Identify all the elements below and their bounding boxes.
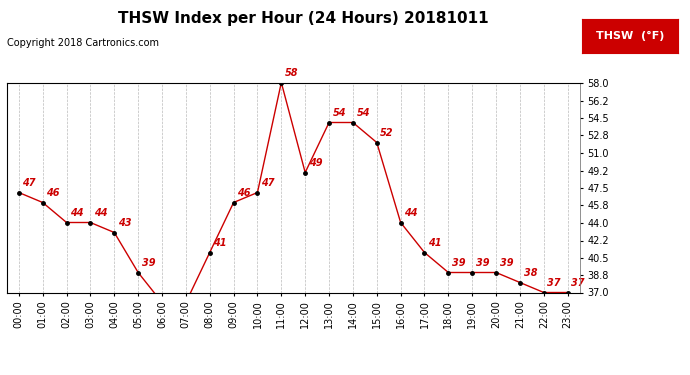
Text: 46: 46 <box>46 189 60 198</box>
Text: 39: 39 <box>476 258 489 268</box>
Text: 39: 39 <box>452 258 466 268</box>
Text: 36: 36 <box>0 374 1 375</box>
Text: 54: 54 <box>333 108 346 118</box>
Text: 46: 46 <box>237 189 250 198</box>
Text: 43: 43 <box>118 219 131 228</box>
Text: 54: 54 <box>357 108 370 118</box>
Text: THSW  (°F): THSW (°F) <box>595 31 664 40</box>
Text: 58: 58 <box>285 69 298 78</box>
Text: 47: 47 <box>22 178 36 189</box>
Text: 36: 36 <box>0 374 1 375</box>
Text: 41: 41 <box>428 238 442 249</box>
Text: 49: 49 <box>308 159 322 168</box>
Text: 47: 47 <box>261 178 275 189</box>
Text: 38: 38 <box>524 268 537 279</box>
Text: 37: 37 <box>547 279 561 288</box>
Text: 41: 41 <box>213 238 227 249</box>
Text: 52: 52 <box>380 129 394 138</box>
Text: 44: 44 <box>70 209 83 219</box>
Text: 44: 44 <box>94 209 108 219</box>
Text: Copyright 2018 Cartronics.com: Copyright 2018 Cartronics.com <box>7 38 159 48</box>
Text: 37: 37 <box>571 279 584 288</box>
Text: THSW Index per Hour (24 Hours) 20181011: THSW Index per Hour (24 Hours) 20181011 <box>118 11 489 26</box>
Text: 39: 39 <box>141 258 155 268</box>
Text: 39: 39 <box>500 258 513 268</box>
Text: 44: 44 <box>404 209 417 219</box>
